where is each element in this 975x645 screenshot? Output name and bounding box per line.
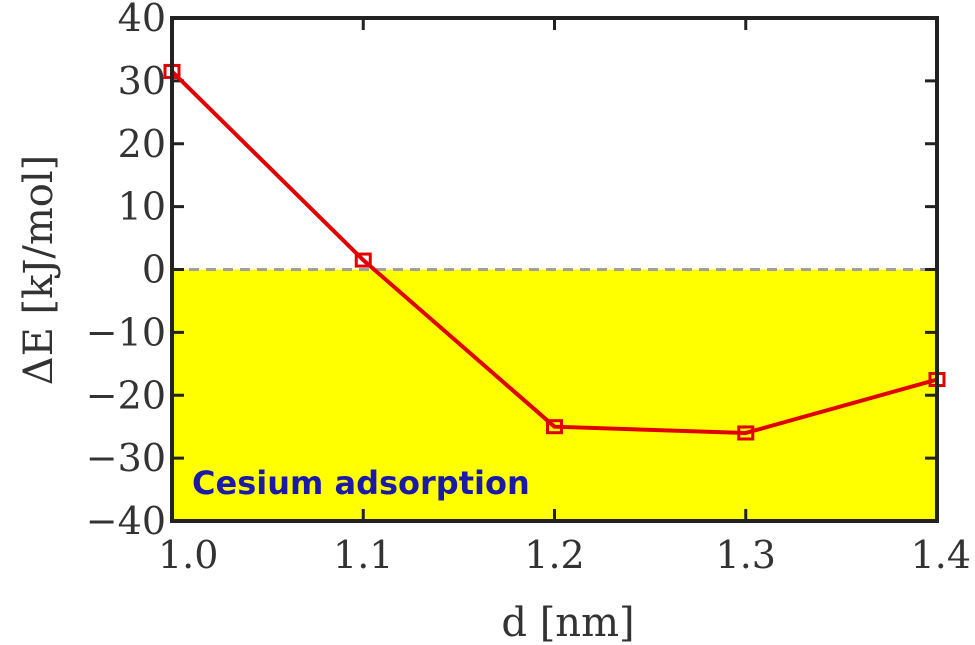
plot-frame <box>170 16 939 523</box>
y-tick-label: 30 <box>118 59 166 103</box>
series-line <box>170 70 938 435</box>
x-tick-label: 1.3 <box>716 533 776 577</box>
x-tick-label: 1.4 <box>911 533 971 577</box>
negative-energy-region <box>172 269 937 521</box>
tick-labels: 40 30 20 10 0 −10 −20 −30 −401.0 1.1 1.2 1.3 1.4 <box>86 0 971 577</box>
y-tick-label: 0 <box>142 248 166 292</box>
y-tick-label: 40 <box>118 0 166 40</box>
y-tick-label: −20 <box>86 373 166 417</box>
annotation-cesium-adsorption: Cesium adsorption <box>192 464 530 502</box>
data-point-marker <box>737 425 755 441</box>
y-tick-label: −30 <box>86 436 166 480</box>
y-tick-label: 10 <box>118 185 166 229</box>
y-tick-label: −40 <box>86 499 166 543</box>
x-tick-label: 1.1 <box>333 533 393 577</box>
y-tick-label: 20 <box>118 122 166 166</box>
x-tick-label: 1.0 <box>158 533 218 577</box>
y-axis-label: ΔE [kJ/mol] <box>16 155 62 386</box>
x-tick-label: 1.2 <box>524 533 584 577</box>
y-tick-label: −10 <box>86 310 166 354</box>
data-point-marker <box>354 252 372 268</box>
data-point-marker <box>546 419 563 435</box>
x-axis-label: d [nm] <box>501 600 634 645</box>
